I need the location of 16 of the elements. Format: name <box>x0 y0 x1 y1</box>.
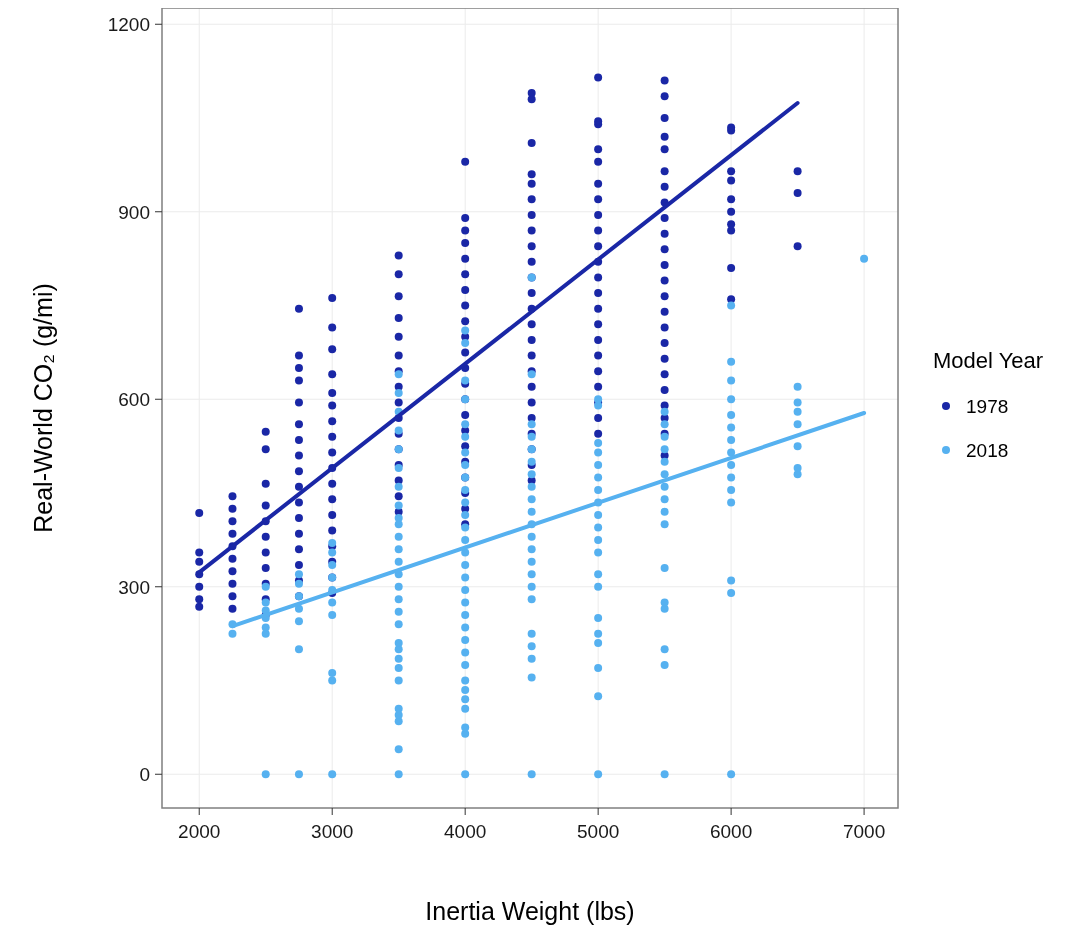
x-tick-label: 3000 <box>311 821 354 842</box>
legend-label: 2018 <box>966 440 1009 461</box>
legend-label: 1978 <box>966 396 1009 417</box>
legend-title: Model Year <box>933 348 1044 373</box>
x-axis-title: Inertia Weight (lbs) <box>425 897 635 925</box>
x-tick-label: 7000 <box>842 821 886 842</box>
x-tick-label: 4000 <box>444 821 487 842</box>
y-tick-label: 1200 <box>107 14 150 36</box>
x-tick-label: 5000 <box>577 821 620 842</box>
y-tick-label: 900 <box>118 201 150 223</box>
y-tick-label: 600 <box>118 389 150 411</box>
y-tick-label: 300 <box>118 576 150 598</box>
y-axis-title: Real-World CO₂ (g/mi) <box>29 283 57 533</box>
y-tick-label: 0 <box>139 764 150 786</box>
x-tick-label: 6000 <box>709 821 753 842</box>
x-tick-label: 2000 <box>178 821 221 842</box>
